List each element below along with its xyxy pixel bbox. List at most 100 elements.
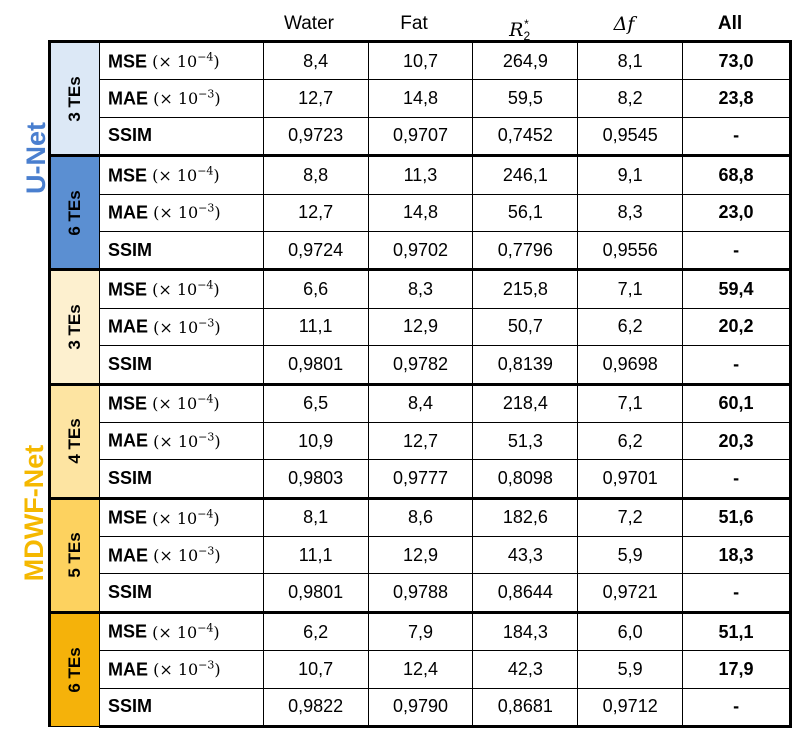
value-cell-delta-f: 8,1 — [577, 39, 684, 81]
scale-close: ) — [214, 545, 221, 565]
value-cell-fat: 12,9 — [367, 536, 474, 575]
scale-close: ) — [214, 660, 221, 680]
te-count-cell: 5 TEs — [48, 496, 100, 613]
table-row: MAE (× 10−3) 10,7 12,4 42,3 5,9 17,9 — [50, 650, 792, 689]
value-cell-r2star: 215,8 — [472, 268, 579, 309]
value-cell-r2star: 43,3 — [472, 536, 579, 575]
metric-scale: (× 10−3) — [148, 88, 221, 108]
metric-name: MSE — [107, 507, 147, 528]
scale-close: ) — [213, 508, 220, 528]
value-cell-delta-f: 7,1 — [577, 268, 684, 309]
value-cell-delta-f: 0,9712 — [577, 687, 684, 729]
value-cell-water: 6,5 — [262, 382, 369, 423]
scale-base: (× 10 — [153, 203, 199, 223]
table-row: 6 TEs MSE (× 10−4) 8,8 11,3 246,1 9,1 68,8 — [48, 154, 792, 271]
metric-scale: (× 10−4) — [147, 279, 220, 299]
metric-label-mse: MSE (× 10−4) — [98, 382, 264, 423]
scale-close: ) — [213, 622, 220, 642]
results-table: 3 TEs MSE (× 10−4) 8,4 10,7 264,9 8,1 73,0 MAE … — [48, 39, 792, 729]
metric-label-ssim: SSIM — [98, 230, 264, 272]
te-count-label: 6 TEs — [64, 190, 84, 236]
metric-name: SSIM — [107, 239, 152, 260]
scale-exponent: −4 — [197, 164, 214, 178]
header-water: Water — [284, 13, 334, 34]
scale-exponent: −4 — [197, 50, 214, 64]
value-cell-water: 12,7 — [262, 79, 369, 118]
value-cell-fat: 11,3 — [367, 154, 474, 195]
value-cell-r2star: 0,7796 — [472, 230, 579, 272]
te-count-cell: 4 TEs — [48, 382, 100, 499]
value-cell-water: 6,2 — [262, 610, 369, 652]
scale-exponent: −4 — [197, 507, 214, 521]
te-count-label: 6 TEs — [64, 647, 84, 693]
r2-subscript: 2 — [523, 29, 531, 43]
value-cell-r2star: 246,1 — [472, 154, 579, 195]
value-cell-water: 0,9803 — [262, 459, 369, 500]
metric-label-mae: MAE (× 10−3) — [98, 650, 264, 689]
value-cell-delta-f: 0,9721 — [577, 573, 684, 614]
value-cell-all: 18,3 — [682, 536, 792, 575]
value-cell-water: 12,7 — [262, 193, 369, 232]
value-cell-r2star: 264,9 — [472, 39, 579, 81]
scale-base: (× 10 — [152, 508, 198, 528]
value-cell-fat: 14,8 — [367, 79, 474, 118]
scale-exponent: −4 — [197, 621, 214, 635]
scale-exponent: −3 — [198, 202, 215, 216]
value-cell-water: 10,9 — [262, 421, 369, 461]
scale-close: ) — [214, 203, 221, 223]
scale-close: ) — [214, 431, 221, 451]
metric-scale: (× 10−4) — [147, 507, 220, 528]
value-cell-water: 0,9724 — [262, 230, 369, 272]
value-cell-r2star: 0,8681 — [472, 687, 579, 729]
value-cell-r2star: 0,8644 — [472, 573, 579, 614]
value-cell-fat: 0,9782 — [367, 345, 474, 386]
table-row: 3 TEs MSE (× 10−4) 8,4 10,7 264,9 8,1 73,0 — [48, 39, 792, 157]
value-cell-fat: 0,9777 — [367, 459, 474, 500]
value-cell-water: 8,8 — [262, 154, 369, 195]
scale-base: (× 10 — [152, 166, 198, 186]
scale-exponent: −3 — [198, 316, 215, 330]
metric-name: MSE — [107, 621, 147, 642]
metric-label-ssim: SSIM — [98, 116, 264, 158]
metric-scale: (× 10−3) — [148, 659, 221, 680]
value-cell-delta-f: 0,9701 — [577, 459, 684, 500]
r2-symbol: R — [509, 19, 524, 41]
value-cell-all: - — [682, 230, 792, 272]
value-cell-all: 59,4 — [682, 268, 792, 309]
value-cell-all: - — [682, 573, 792, 614]
metric-name: MSE — [107, 165, 147, 186]
metric-scale: (× 10−4) — [147, 393, 220, 414]
value-cell-water: 0,9723 — [262, 116, 369, 158]
metric-scale: (× 10−3) — [148, 316, 221, 336]
metric-name: MSE — [107, 393, 147, 414]
value-cell-delta-f: 5,9 — [577, 536, 684, 575]
scale-base: (× 10 — [152, 394, 198, 414]
value-cell-all: - — [682, 459, 792, 500]
value-cell-delta-f: 6,0 — [577, 610, 684, 652]
value-cell-delta-f: 6,2 — [577, 307, 684, 347]
value-cell-delta-f: 0,9556 — [577, 230, 684, 272]
te-count-cell: 6 TEs — [48, 610, 100, 728]
table-row: SSIM 0,9724 0,9702 0,7796 0,9556- — [50, 230, 792, 272]
value-cell-all: - — [682, 345, 792, 386]
value-cell-all: 17,9 — [682, 650, 792, 689]
value-cell-water: 0,9801 — [262, 573, 369, 614]
value-cell-r2star: 182,6 — [472, 496, 579, 538]
metric-name: SSIM — [107, 125, 152, 146]
metric-scale: (× 10−3) — [148, 202, 221, 223]
value-cell-fat: 0,9788 — [367, 573, 474, 614]
value-cell-fat: 12,9 — [367, 307, 474, 347]
value-cell-fat: 10,7 — [367, 39, 474, 81]
value-cell-all: 20,3 — [682, 421, 792, 461]
metric-label-mse: MSE (× 10−4) — [98, 154, 264, 195]
scale-base: (× 10 — [153, 545, 199, 565]
value-cell-water: 8,4 — [262, 39, 369, 81]
scale-exponent: −3 — [198, 544, 215, 558]
scale-exponent: −4 — [197, 393, 214, 407]
value-cell-all: - — [682, 116, 792, 158]
value-cell-delta-f: 0,9545 — [577, 116, 684, 158]
metric-scale: (× 10−4) — [147, 164, 220, 186]
value-cell-delta-f: 8,2 — [577, 79, 684, 118]
te-count-label: 5 TEs — [64, 532, 84, 578]
value-cell-delta-f: 0,9698 — [577, 345, 684, 386]
